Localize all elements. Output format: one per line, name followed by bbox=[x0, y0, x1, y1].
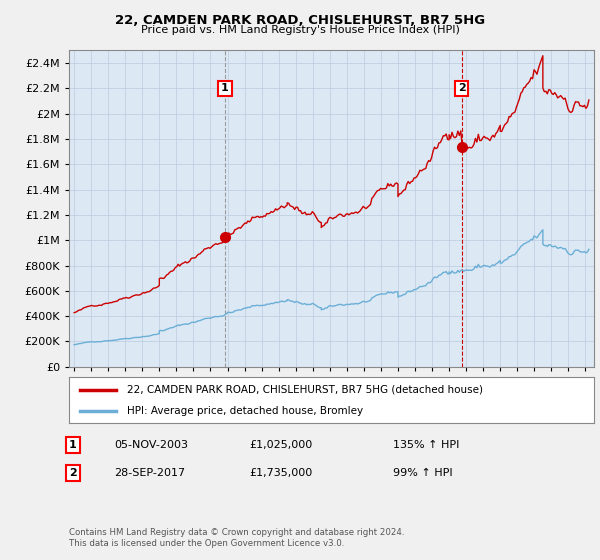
Text: 2: 2 bbox=[458, 83, 466, 94]
Text: Price paid vs. HM Land Registry's House Price Index (HPI): Price paid vs. HM Land Registry's House … bbox=[140, 25, 460, 35]
Text: 1: 1 bbox=[221, 83, 229, 94]
Text: £1,735,000: £1,735,000 bbox=[249, 468, 312, 478]
Text: 99% ↑ HPI: 99% ↑ HPI bbox=[393, 468, 452, 478]
Text: HPI: Average price, detached house, Bromley: HPI: Average price, detached house, Brom… bbox=[127, 407, 363, 416]
Text: 1: 1 bbox=[69, 440, 77, 450]
Text: 135% ↑ HPI: 135% ↑ HPI bbox=[393, 440, 460, 450]
Text: 2: 2 bbox=[69, 468, 77, 478]
Text: 28-SEP-2017: 28-SEP-2017 bbox=[114, 468, 185, 478]
Text: 22, CAMDEN PARK ROAD, CHISLEHURST, BR7 5HG (detached house): 22, CAMDEN PARK ROAD, CHISLEHURST, BR7 5… bbox=[127, 385, 483, 395]
Text: Contains HM Land Registry data © Crown copyright and database right 2024.
This d: Contains HM Land Registry data © Crown c… bbox=[69, 528, 404, 548]
Text: £1,025,000: £1,025,000 bbox=[249, 440, 312, 450]
Text: 22, CAMDEN PARK ROAD, CHISLEHURST, BR7 5HG: 22, CAMDEN PARK ROAD, CHISLEHURST, BR7 5… bbox=[115, 14, 485, 27]
Text: 05-NOV-2003: 05-NOV-2003 bbox=[114, 440, 188, 450]
